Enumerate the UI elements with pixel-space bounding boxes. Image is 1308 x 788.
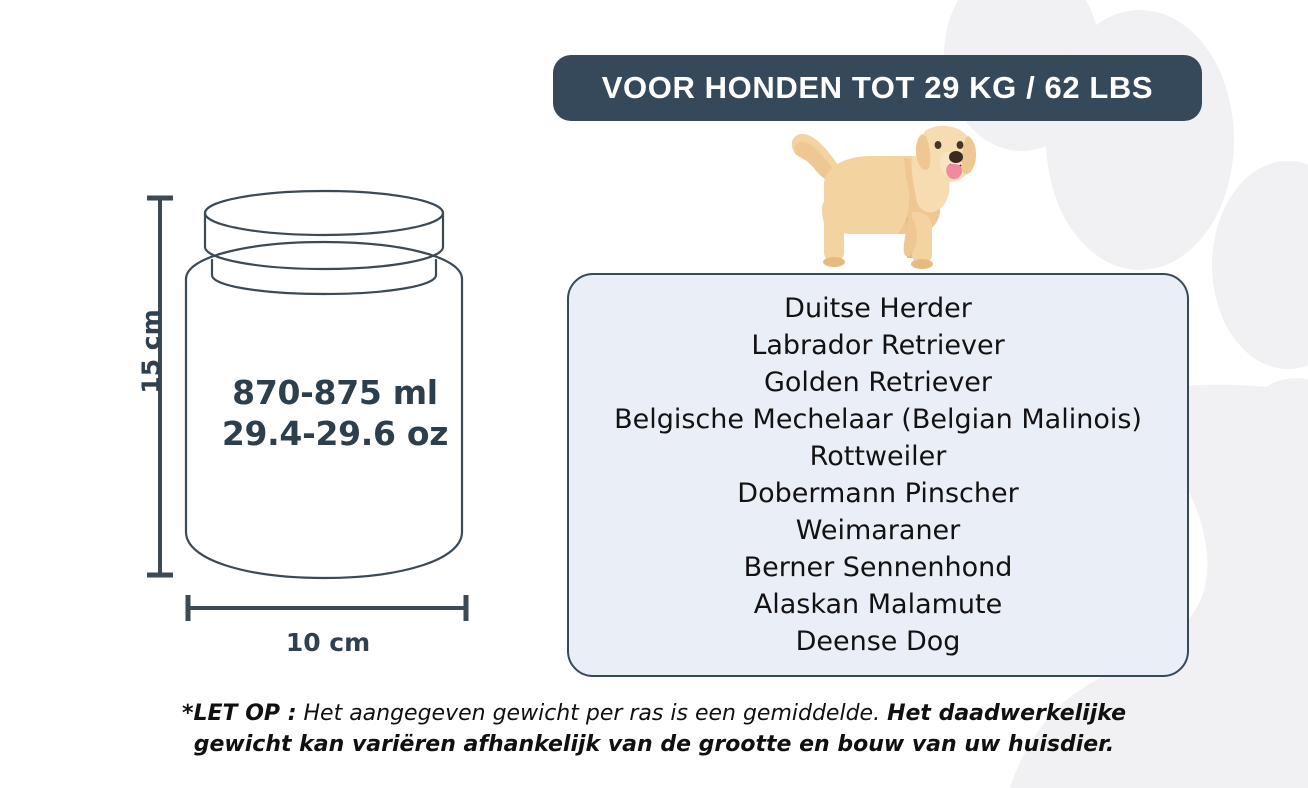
breed-list-item: Golden Retriever xyxy=(763,367,993,398)
dog-rear-leg-near xyxy=(822,199,844,262)
jar-neck-bottom xyxy=(210,273,438,296)
dog-tongue xyxy=(946,164,963,180)
width-dimension-line xyxy=(185,595,469,621)
jar-volume-ml: 870-875 ml xyxy=(232,373,438,412)
footnote-lead: *LET OP : xyxy=(181,701,297,726)
jar-lid-bottom xyxy=(203,245,445,271)
jar-body-bottom xyxy=(184,530,464,580)
footnote-middle: Het aangegeven gewicht per ras is een ge… xyxy=(296,701,888,726)
breed-list-item: Deense Dog xyxy=(795,626,961,657)
decor-blob-toe-4 xyxy=(1226,378,1308,562)
dog-tail-fringe xyxy=(794,141,835,181)
dog-front-paw xyxy=(911,259,933,269)
breed-list-item: Belgische Mechelaar (Belgian Malinois) xyxy=(614,404,1142,435)
dog-ear-left xyxy=(915,134,931,170)
jar-dimension-drawing xyxy=(147,189,469,621)
height-dimension-line xyxy=(147,195,173,578)
dog-leg-feather xyxy=(903,216,917,257)
header-banner: VOOR HONDEN TOT 29 KG / 62 LBS xyxy=(553,55,1202,121)
golden-retriever-illustration xyxy=(791,125,976,269)
breed-list-item: Labrador Retriever xyxy=(751,330,1005,361)
breed-list-item: Duitse Herder xyxy=(784,293,972,324)
breed-list-item: Alaskan Malamute xyxy=(753,589,1003,620)
footnote-disclaimer: *LET OP : Het aangegeven gewicht per ras… xyxy=(154,698,1154,760)
breed-list-item: Rottweiler xyxy=(809,441,947,472)
breed-list-item: Berner Sennenhond xyxy=(743,552,1013,583)
footnote-bold-1: Het daadwerkelijke xyxy=(887,701,1127,726)
dog-nose xyxy=(949,151,963,163)
jar-body-top xyxy=(184,240,464,281)
breed-list-item: Weimaraner xyxy=(795,515,961,546)
jar-width-label: 10 cm xyxy=(285,628,371,657)
breed-list-item: Dobermann Pinscher xyxy=(737,478,1019,509)
dog-rear-paw xyxy=(823,257,845,267)
jar-height-label: 15 cm xyxy=(136,309,166,394)
jar-volume-label: 870-875 ml 29.4-29.6 oz xyxy=(190,372,480,454)
jar-volume-oz: 29.4-29.6 oz xyxy=(221,414,449,453)
breed-list-panel: Duitse Herder Labrador Retriever Golden … xyxy=(567,273,1189,677)
dog-eye-left xyxy=(934,141,942,149)
decor-blob-toe-2 xyxy=(1046,10,1234,270)
jar-lid-top xyxy=(203,189,445,237)
dog-front-leg-near xyxy=(912,211,932,264)
footnote-bold-2: gewicht kan variëren afhankelijk van de … xyxy=(193,732,1115,757)
header-title: VOOR HONDEN TOT 29 KG / 62 LBS xyxy=(601,70,1154,105)
decor-blob-toe-3 xyxy=(1212,161,1308,369)
dog-eye-right xyxy=(956,141,964,149)
